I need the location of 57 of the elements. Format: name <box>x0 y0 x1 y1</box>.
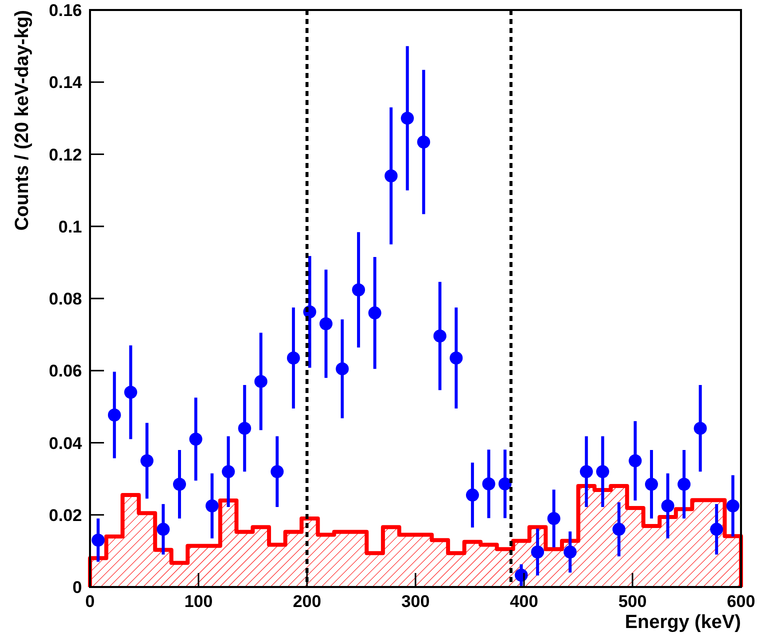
point <box>564 546 577 559</box>
point <box>710 522 724 536</box>
point <box>254 374 268 388</box>
y-tick-label: 0.06 <box>48 362 82 381</box>
x-tick-label: 100 <box>184 592 213 611</box>
point <box>140 454 154 468</box>
point <box>661 499 674 512</box>
point <box>466 488 479 502</box>
y-tick-label: 0.12 <box>48 145 82 164</box>
y-tick-label: 0.04 <box>48 434 83 453</box>
point <box>417 135 430 148</box>
y-tick-label: 0.02 <box>48 506 82 525</box>
point <box>580 465 593 478</box>
point <box>336 362 349 376</box>
point <box>433 330 446 343</box>
point <box>498 477 512 490</box>
y-tick-label: 0.14 <box>48 73 83 92</box>
point <box>644 478 658 491</box>
point <box>482 477 496 490</box>
x-tick-label: 0 <box>85 592 95 611</box>
point <box>222 465 235 478</box>
y-tick-label: 0.08 <box>48 290 82 308</box>
x-axis-title: Energy (keV) <box>624 612 741 633</box>
point <box>173 478 186 491</box>
point <box>726 499 740 512</box>
point <box>189 432 202 446</box>
point <box>156 522 170 536</box>
point <box>238 422 252 435</box>
point <box>319 317 332 330</box>
point <box>531 546 544 559</box>
point <box>678 478 691 491</box>
point <box>270 465 284 478</box>
point <box>206 499 219 512</box>
x-tick-label: 300 <box>401 592 430 611</box>
point <box>694 422 707 435</box>
point <box>92 534 105 547</box>
x-tick-label: 200 <box>292 592 322 611</box>
point <box>108 408 121 422</box>
point <box>400 112 414 125</box>
point <box>384 169 398 182</box>
y-axis-title: Counts / (20 keV-day-kg) <box>12 10 33 231</box>
point <box>514 568 528 582</box>
point <box>596 465 610 478</box>
x-tick-label: 600 <box>726 592 756 611</box>
y-tick-label: 0.1 <box>58 217 82 236</box>
y-tick-label: 0 <box>72 578 82 597</box>
point <box>352 283 366 296</box>
point <box>286 352 300 365</box>
point <box>628 454 642 468</box>
point <box>124 386 138 399</box>
y-tick-label: 0.16 <box>48 1 82 20</box>
x-tick-label: 500 <box>618 592 647 611</box>
point <box>612 522 626 536</box>
point <box>547 512 560 525</box>
point <box>368 306 382 320</box>
x-tick-label: 400 <box>510 592 538 611</box>
point <box>450 352 463 365</box>
